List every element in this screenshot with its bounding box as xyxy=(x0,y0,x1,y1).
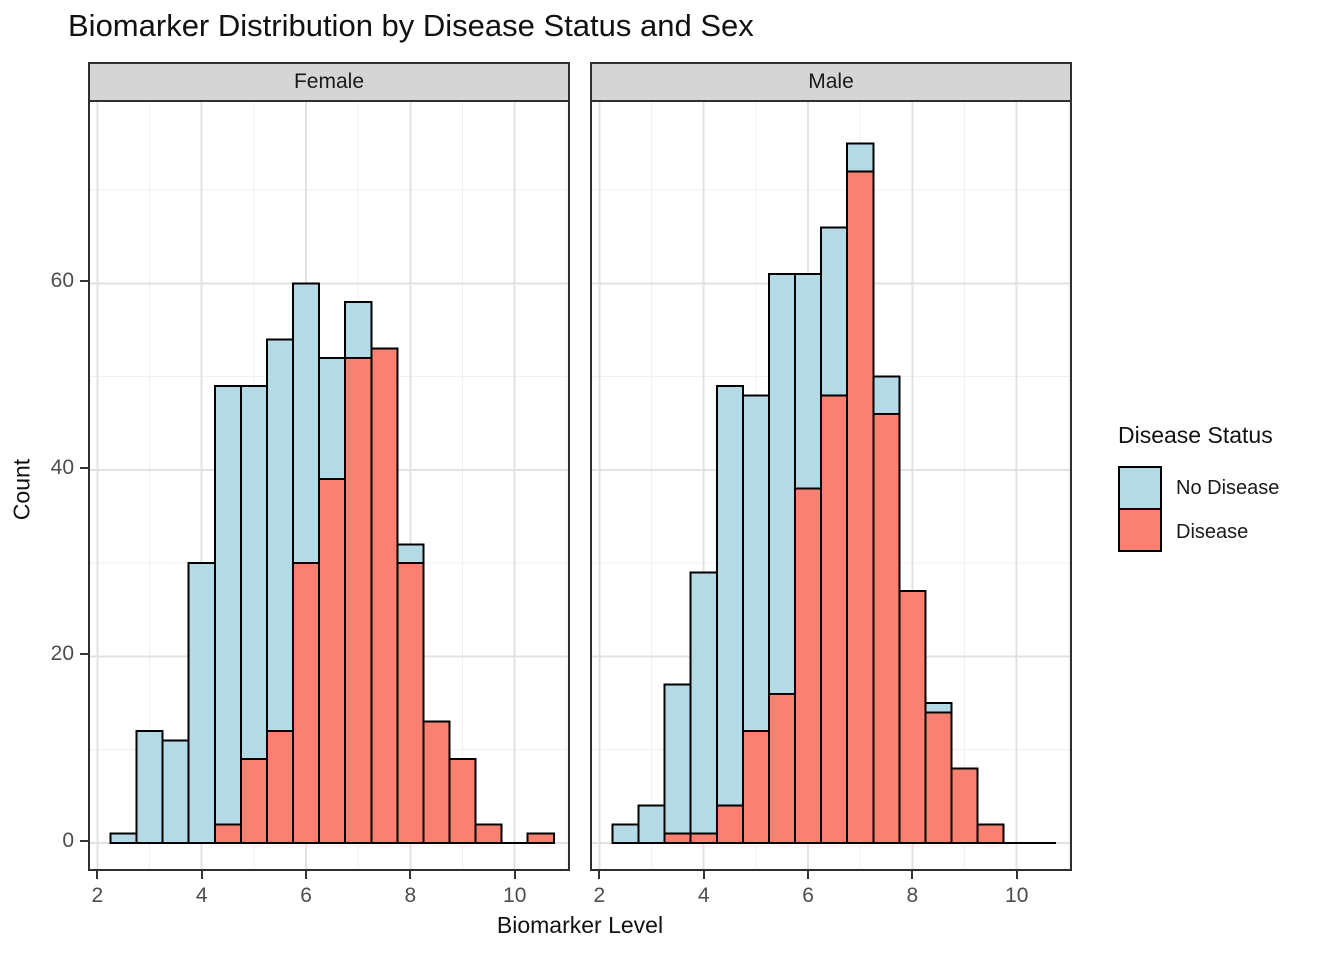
y-tick-label: 20 xyxy=(50,642,74,666)
bar xyxy=(213,384,242,844)
x-tick-label: 4 xyxy=(697,884,710,907)
x-axis-title: Biomarker Level xyxy=(496,912,664,938)
x-tick-label: 2 xyxy=(91,884,104,907)
x-tick-mark xyxy=(598,871,601,879)
y-tick-mark xyxy=(80,840,88,842)
plot-title: Biomarker Distribution by Disease Status… xyxy=(68,8,754,43)
bar xyxy=(924,711,953,844)
bar xyxy=(950,767,979,844)
legend-label-disease: Disease xyxy=(1176,521,1249,543)
legend-title: Disease Status xyxy=(1118,422,1273,448)
bar xyxy=(976,823,1005,845)
facet-strip-female: Female xyxy=(88,62,570,102)
x-tick-mark xyxy=(96,871,99,879)
histogram-female xyxy=(90,102,568,869)
x-tick-mark xyxy=(911,871,914,879)
x-tick-mark xyxy=(702,871,705,879)
bar xyxy=(265,730,295,844)
x-tick-label: 10 xyxy=(503,884,527,907)
x-tick-mark xyxy=(807,871,810,879)
bar xyxy=(872,412,901,844)
series-disease xyxy=(663,170,1056,845)
bar xyxy=(611,823,640,845)
bar xyxy=(794,487,823,844)
bar xyxy=(689,832,718,844)
bar xyxy=(318,478,347,844)
facet-strip-male: Male xyxy=(590,62,1072,102)
panel-male xyxy=(590,100,1072,871)
bar xyxy=(422,720,451,845)
bar xyxy=(344,356,373,844)
bar xyxy=(292,562,321,844)
y-tick-mark xyxy=(80,280,88,283)
x-tick-mark xyxy=(305,871,308,879)
x-tick-mark xyxy=(513,871,516,879)
y-tick-label: 60 xyxy=(50,269,74,293)
bar xyxy=(370,347,399,844)
bar xyxy=(135,730,164,844)
bar xyxy=(396,562,425,844)
x-tick-label: 8 xyxy=(404,884,417,907)
panel-female xyxy=(88,100,570,871)
x-tick-label: 6 xyxy=(300,884,312,907)
bar xyxy=(663,683,692,844)
bar xyxy=(767,692,797,844)
bar xyxy=(846,170,875,845)
legend-key-no-disease xyxy=(1118,466,1162,510)
bar xyxy=(474,823,503,845)
legend-key-disease xyxy=(1118,508,1162,552)
bar xyxy=(715,384,744,844)
bar xyxy=(213,823,242,845)
facet-strip-female-label: Female xyxy=(293,70,365,93)
bar xyxy=(898,590,927,844)
x-tick-label: 10 xyxy=(1005,884,1029,907)
legend-label-no-disease: No Disease xyxy=(1176,477,1280,499)
bar xyxy=(741,730,770,844)
bar xyxy=(689,571,718,844)
y-tick-mark xyxy=(80,466,88,469)
bar xyxy=(526,832,555,844)
x-tick-mark xyxy=(1015,871,1018,879)
x-tick-mark xyxy=(409,871,412,879)
x-tick-label: 4 xyxy=(195,884,208,907)
y-tick-label: 40 xyxy=(50,455,74,479)
bar xyxy=(239,758,268,845)
facet-strip-male-label: Male xyxy=(808,70,854,93)
bar xyxy=(161,739,190,845)
bar xyxy=(637,804,666,845)
histogram-male xyxy=(592,102,1070,869)
x-tick-label: 8 xyxy=(906,884,919,907)
y-axis-title: Count xyxy=(8,458,35,521)
bar xyxy=(187,562,216,844)
x-tick-label: 2 xyxy=(593,884,606,907)
bar xyxy=(663,832,692,844)
x-tick-label: 6 xyxy=(802,884,814,907)
bar xyxy=(820,394,849,844)
gridlines xyxy=(90,102,568,869)
bar xyxy=(109,832,138,844)
y-tick-mark xyxy=(80,653,88,656)
bar xyxy=(448,758,477,845)
x-tick-mark xyxy=(200,871,203,879)
series-disease xyxy=(213,347,555,845)
y-tick-label: 0 xyxy=(62,829,74,852)
bar xyxy=(715,804,744,845)
